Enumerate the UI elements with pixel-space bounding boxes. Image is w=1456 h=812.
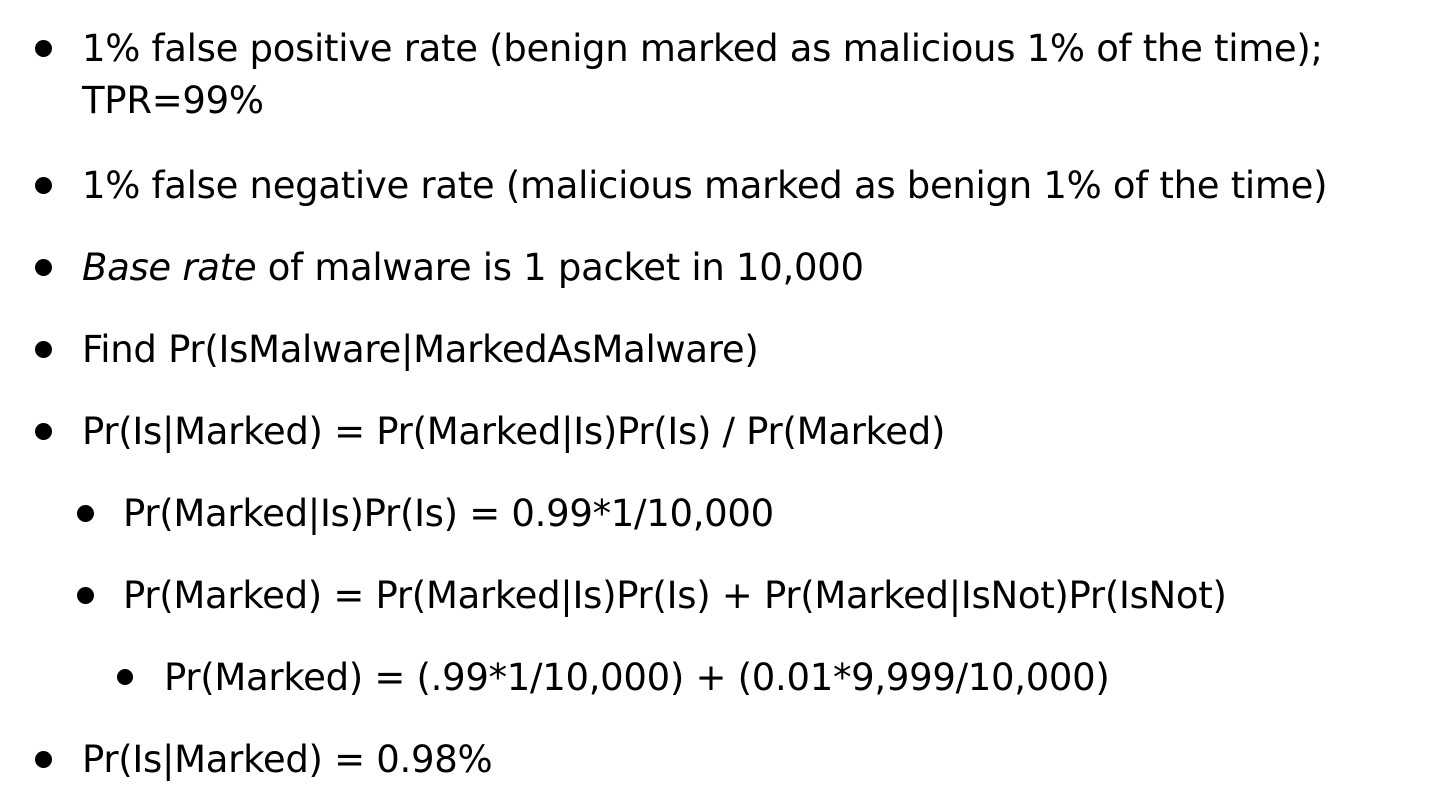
bullet-text-numerator: Pr(Marked|Is)Pr(Is) = 0.99*1/10,000 — [123, 492, 774, 535]
bullet-text-base-rate: Base rate of malware is 1 packet in 10,0… — [82, 241, 864, 295]
bullet-text-find: Find Pr(IsMalware|MarkedAsMalware) — [82, 328, 759, 371]
bullet-dot — [35, 40, 52, 57]
bullet-text-denominator-values: Pr(Marked) = (.99*1/10,000) + (0.01*9,99… — [164, 656, 1110, 699]
bullet-text-false-positive-line2: TPR=99% — [82, 79, 264, 122]
bullet-text-false-negative: 1% false negative rate (malicious marked… — [82, 164, 1328, 207]
sub-bullet-dot — [77, 587, 94, 604]
bullet-dot — [35, 341, 52, 358]
bullet-text-bayes: Pr(Is|Marked) = Pr(Marked|Is)Pr(Is) / Pr… — [82, 410, 946, 453]
base-rate-rest: of malware is 1 packet in 10,000 — [256, 246, 864, 289]
base-rate-emphasis: Base rate — [82, 246, 257, 289]
bullet-dot — [35, 751, 52, 768]
sub-bullet-dot — [77, 505, 94, 522]
bullet-text-denominator: Pr(Marked) = Pr(Marked|Is)Pr(Is) + Pr(Ma… — [123, 574, 1227, 617]
sub-sub-bullet-dot — [117, 669, 133, 685]
bullet-dot — [35, 423, 52, 440]
bullet-text-false-positive-line1: 1% false positive rate (benign marked as… — [82, 27, 1323, 70]
bullet-dot — [35, 177, 52, 194]
bullet-dot — [35, 259, 52, 276]
bullet-text-result: Pr(Is|Marked) = 0.98% — [82, 738, 493, 781]
